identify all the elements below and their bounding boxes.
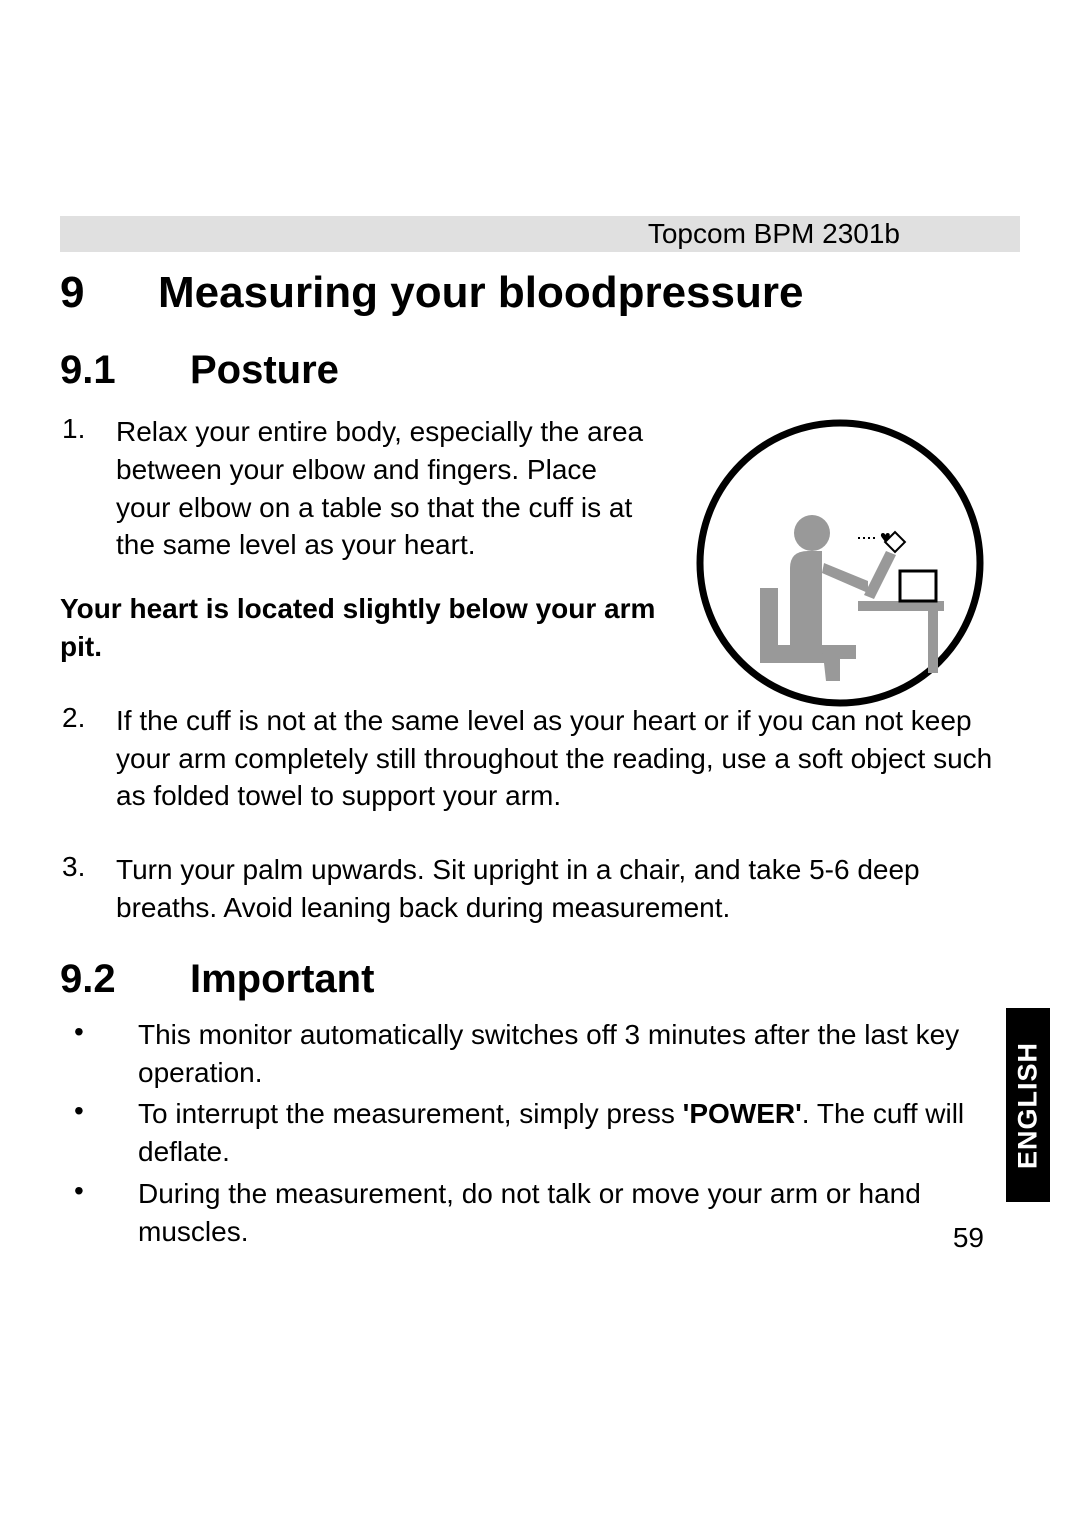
section-title: Measuring your bloodpressure [158, 268, 803, 318]
subsection-heading: 9.1 Posture [60, 348, 1020, 393]
header-bar: Topcom BPM 2301b [60, 216, 1020, 252]
list-item: • During the measurement, do not talk or… [60, 1175, 1020, 1251]
list-item-text: To interrupt the measurement, simply pre… [138, 1095, 1020, 1171]
list-item: 3. Turn your palm upwards. Sit upright i… [60, 851, 1020, 927]
heart-location-note: Your heart is located slightly below you… [60, 590, 700, 666]
power-label: 'POWER' [683, 1098, 802, 1129]
important-list: • This monitor automatically switches of… [60, 1016, 1020, 1251]
page-number: 59 [953, 1222, 984, 1254]
bullet-icon: • [60, 1095, 138, 1171]
section-number: 9 [60, 268, 158, 318]
list-item-text: During the measurement, do not talk or m… [138, 1175, 1020, 1251]
section-heading: 9 Measuring your bloodpressure [60, 268, 1020, 318]
language-tab: ENGLISH [1006, 1008, 1050, 1202]
list-item-number: 3. [60, 851, 116, 927]
list-item: • This monitor automatically switches of… [60, 1016, 1020, 1092]
subsection-heading: 9.2 Important [60, 957, 1020, 1002]
subsection-number: 9.2 [60, 957, 190, 1002]
posture-block: 1. Relax your entire body, especially th… [60, 413, 1020, 927]
document-page: Topcom BPM 2301b 9 Measuring your bloodp… [0, 0, 1080, 1528]
subsection-title: Posture [190, 348, 339, 393]
list-item-number: 2. [60, 702, 116, 815]
list-item-text: This monitor automatically switches off … [138, 1016, 1020, 1092]
product-name: Topcom BPM 2301b [648, 218, 900, 250]
list-item-text: Relax your entire body, especially the a… [116, 413, 656, 564]
list-item-text: If the cuff is not at the same level as … [116, 702, 1020, 815]
list-item: • To interrupt the measurement, simply p… [60, 1095, 1020, 1171]
subsection-title: Important [190, 957, 374, 1002]
list-item-text: Turn your palm upwards. Sit upright in a… [116, 851, 1020, 927]
posture-illustration-icon: ♥ [690, 413, 990, 713]
list-item: 2. If the cuff is not at the same level … [60, 702, 1020, 815]
list-item-number: 1. [60, 413, 116, 564]
text-fragment: To interrupt the measurement, simply pre… [138, 1098, 683, 1129]
bullet-icon: • [60, 1016, 138, 1092]
posture-figure: ♥ [690, 413, 990, 713]
bullet-icon: • [60, 1175, 138, 1251]
subsection-number: 9.1 [60, 348, 190, 393]
